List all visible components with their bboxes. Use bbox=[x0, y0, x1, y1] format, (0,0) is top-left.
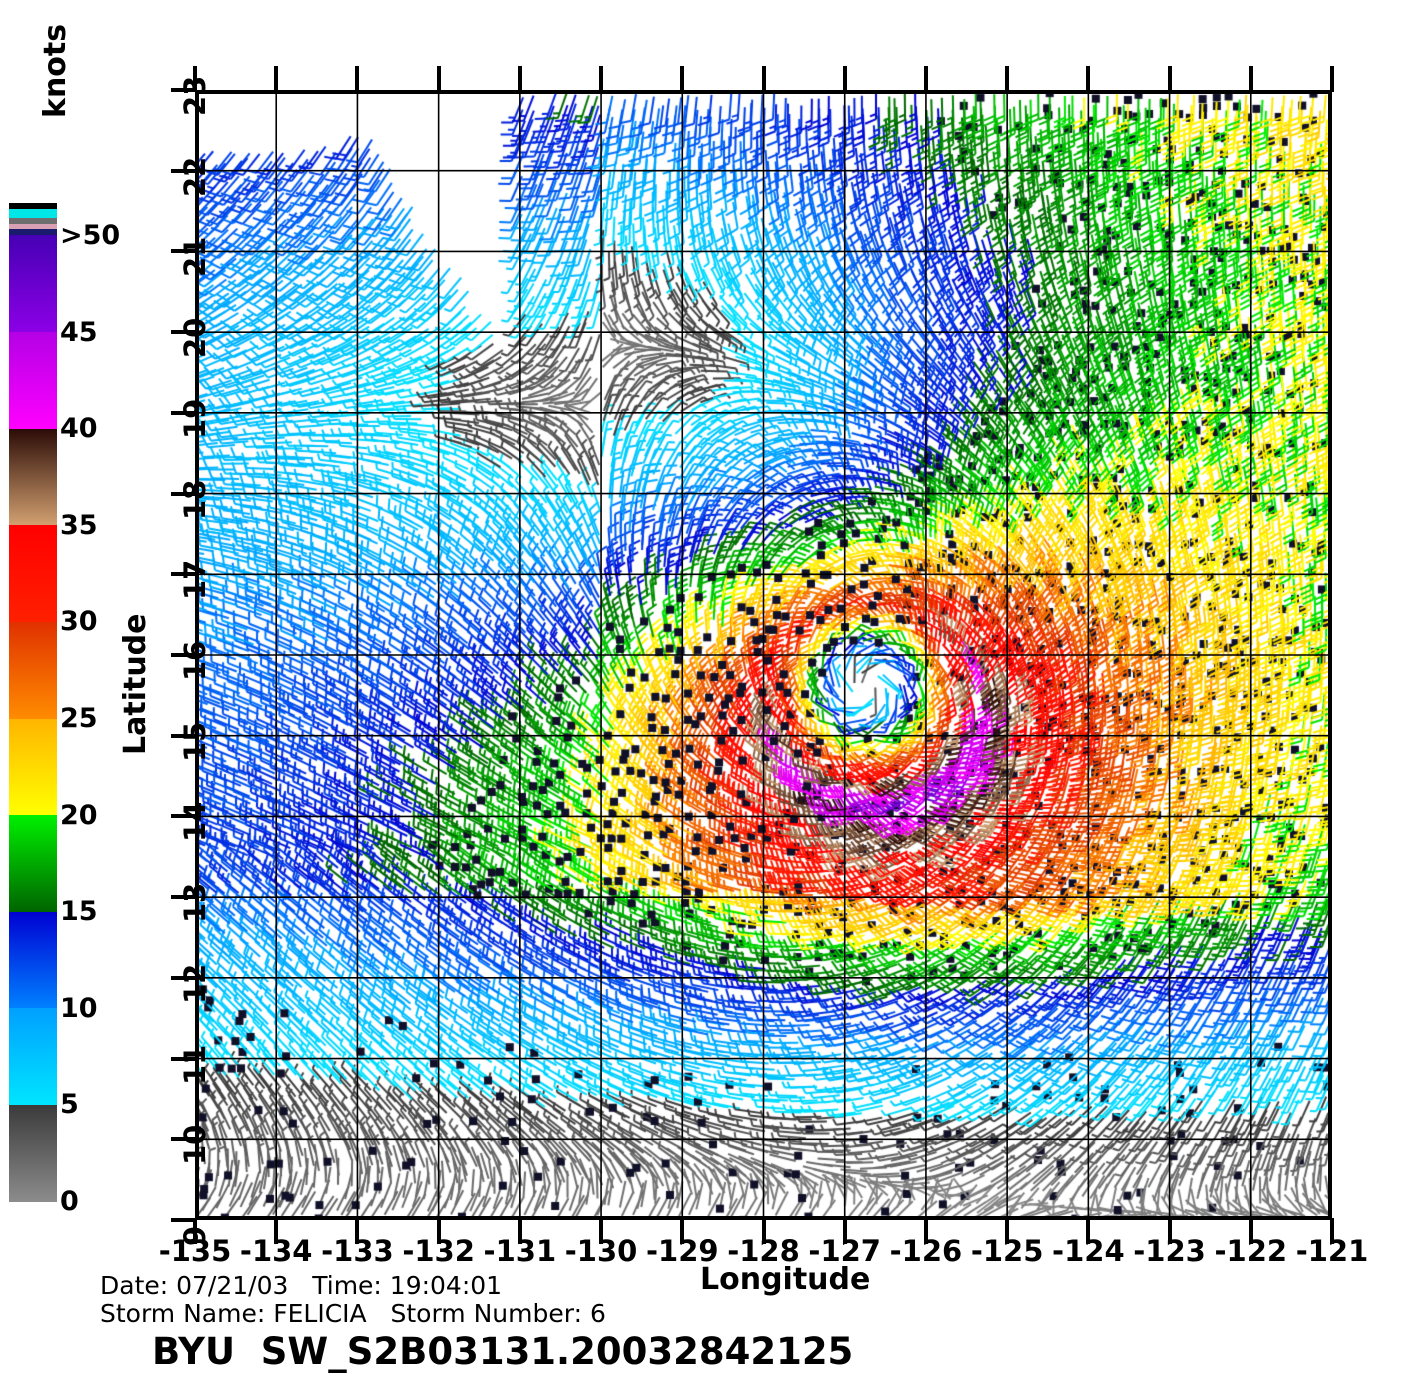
colorbar-tick-25: 25 bbox=[60, 703, 98, 734]
x-tick-mark-top bbox=[1005, 66, 1010, 92]
y-axis-label: Latitude bbox=[118, 613, 153, 755]
x-tick-mark bbox=[599, 1218, 604, 1244]
colorbar-over-pink bbox=[9, 224, 57, 229]
colorbar-segment-brown bbox=[9, 428, 57, 526]
plot-area bbox=[195, 90, 1332, 1220]
x-tick-mark bbox=[842, 1218, 847, 1244]
x-tick-mark-top bbox=[1086, 66, 1091, 92]
x-tick-mark bbox=[1086, 1218, 1091, 1244]
colorbar-tick-labels: 0 5 10 15 20 25 30 35 40 45 >50 bbox=[60, 197, 138, 1215]
colorbar-group: knots 0 5 10 15 20 25 30 35 40 45 >50 bbox=[0, 0, 140, 1400]
y-tick-mark bbox=[171, 975, 197, 980]
colorbar-segment-yellow bbox=[9, 718, 57, 816]
y-tick-mark bbox=[171, 168, 197, 173]
x-tick-mark-top bbox=[274, 66, 279, 92]
x-tick-mark bbox=[193, 1218, 197, 1244]
colorbar-segment-magenta bbox=[9, 331, 57, 429]
x-tick-mark-top bbox=[355, 66, 360, 92]
colorbar-over-black bbox=[9, 203, 57, 209]
colorbar-segment-cyan bbox=[9, 1007, 57, 1105]
colorbar-title: knots bbox=[38, 23, 73, 118]
x-tick-mark-top bbox=[842, 66, 847, 92]
colorbar-over-cyan bbox=[9, 209, 57, 218]
x-tick-mark-top bbox=[761, 66, 766, 92]
colorbar-over-gray bbox=[9, 218, 57, 224]
x-tick-mark-top bbox=[680, 66, 685, 92]
metadata-storm: Storm Name: FELICIA Storm Number: 6 bbox=[100, 1299, 606, 1328]
colorbar-segment-red bbox=[9, 524, 57, 622]
colorbar-tick-5: 5 bbox=[60, 1089, 79, 1121]
colorbar-segment-blue bbox=[9, 911, 57, 1009]
y-tick-mark bbox=[171, 330, 197, 335]
colorbar-tick-gt50: >50 bbox=[60, 220, 121, 251]
x-tick-mark-top bbox=[1167, 66, 1172, 92]
x-tick-mark-top bbox=[1330, 66, 1334, 92]
x-tick-mark-top bbox=[436, 66, 441, 92]
colorbar-bar bbox=[9, 197, 57, 1202]
plot-gridlines bbox=[195, 90, 1332, 1220]
metadata-date-time: Date: 07/21/03 Time: 19:04:01 bbox=[100, 1271, 503, 1300]
x-tick-mark bbox=[1005, 1218, 1010, 1244]
y-tick-mark bbox=[171, 1218, 197, 1222]
y-tick-mark bbox=[171, 895, 197, 900]
y-tick-mark bbox=[171, 653, 197, 657]
metadata-block: Date: 07/21/03 Time: 19:04:01 Storm Name… bbox=[100, 1272, 1300, 1328]
x-tick-mark bbox=[923, 1218, 928, 1244]
y-tick-mark bbox=[171, 491, 197, 496]
x-tick-mark bbox=[1330, 1218, 1334, 1244]
y-tick-mark bbox=[171, 410, 197, 415]
colorbar-segment-orange bbox=[9, 621, 57, 719]
colorbar-tick-0: 0 bbox=[60, 1186, 79, 1217]
colorbar-segment-purple bbox=[9, 235, 57, 333]
colorbar-tick-45: 45 bbox=[60, 316, 98, 348]
x-tick-mark bbox=[274, 1218, 279, 1244]
y-tick-mark bbox=[171, 733, 197, 738]
x-tick-mark bbox=[517, 1218, 522, 1244]
y-tick-mark bbox=[171, 814, 197, 819]
x-tick-mark bbox=[761, 1218, 766, 1244]
y-tick-mark bbox=[171, 1056, 197, 1061]
x-tick-mark-top bbox=[193, 66, 197, 92]
colorbar-tick-10: 10 bbox=[60, 992, 98, 1024]
plot-title: BYU SW_S2B03131.20032842125 bbox=[152, 1330, 854, 1373]
colorbar-tick-20: 20 bbox=[60, 799, 98, 831]
colorbar-over-navy bbox=[9, 229, 57, 235]
colorbar-segment-green bbox=[9, 814, 57, 912]
x-tick-mark bbox=[1167, 1218, 1172, 1244]
y-tick-mark bbox=[171, 88, 197, 92]
x-tick-mark-top bbox=[923, 66, 928, 92]
x-tick-mark bbox=[680, 1218, 685, 1244]
x-tick-mark-top bbox=[599, 66, 604, 92]
x-tick-mark bbox=[355, 1218, 360, 1244]
y-tick-mark bbox=[171, 572, 197, 577]
colorbar-tick-30: 30 bbox=[60, 606, 98, 638]
plot-frame bbox=[195, 90, 1332, 1220]
x-tick-mark bbox=[436, 1218, 441, 1244]
colorbar-tick-40: 40 bbox=[60, 413, 98, 445]
x-axis-label: Longitude bbox=[700, 1262, 871, 1297]
x-tick-mark-top bbox=[517, 66, 522, 92]
x-tick-mark-top bbox=[1248, 66, 1253, 92]
x-tick-mark bbox=[1248, 1218, 1253, 1244]
y-tick-mark bbox=[171, 249, 197, 254]
colorbar-tick-35: 35 bbox=[60, 509, 98, 541]
colorbar-segment-gray bbox=[9, 1104, 57, 1202]
y-tick-mark bbox=[171, 1137, 197, 1142]
colorbar-tick-15: 15 bbox=[60, 896, 98, 928]
